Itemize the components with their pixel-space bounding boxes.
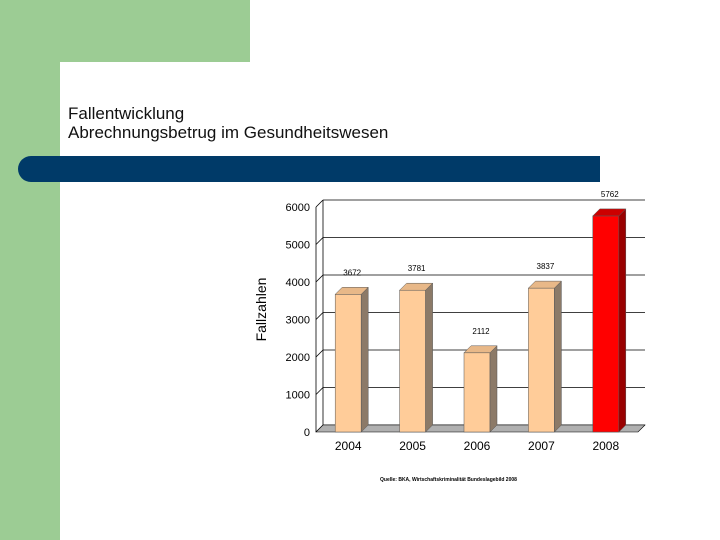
slide-title: Fallentwicklung Abrechnungsbetrug im Ges… xyxy=(68,104,388,142)
x-tick-label: 2007 xyxy=(528,439,555,453)
bar-side xyxy=(360,286,369,433)
source-note: Quelle: BKA, Wirtschaftskriminalität Bun… xyxy=(380,477,517,483)
bar xyxy=(592,215,620,433)
y-tick-label: 4000 xyxy=(286,277,310,289)
x-tick-label: 2005 xyxy=(399,439,426,453)
bar xyxy=(463,352,491,433)
data-label: 3672 xyxy=(343,268,361,277)
y-tick-label: 2000 xyxy=(286,352,310,364)
bar-side xyxy=(425,282,433,433)
bar-top xyxy=(334,287,369,295)
bar xyxy=(528,287,555,433)
gridline-depth xyxy=(315,349,324,358)
header-divider-bar xyxy=(18,156,600,182)
title-line-2: Abrechnungsbetrug im Gesundheitswesen xyxy=(68,123,389,142)
gridline-depth xyxy=(315,387,324,395)
y-axis-title: Fallzahlen xyxy=(253,278,269,342)
bar-top xyxy=(527,280,563,289)
bar-side xyxy=(489,345,498,433)
x-tick-label: 2004 xyxy=(335,439,362,453)
bar-top xyxy=(463,345,498,354)
bar xyxy=(334,294,362,433)
chart-svg: 0 1000 2000 3000 4000 5000 6000 Fallzahlen 3672 2… xyxy=(253,190,646,453)
y-tick-label: 1000 xyxy=(286,390,310,402)
bar-chart: 0 1000 2000 3000 4000 5000 6000 Fallzahlen 3672 2… xyxy=(240,182,660,482)
title-line-1: Fallentwicklung xyxy=(68,104,185,123)
x-tick-label: 2008 xyxy=(592,439,619,453)
y-tick-label: 0 xyxy=(304,427,310,439)
data-label: 5762 xyxy=(601,190,619,199)
bar-top xyxy=(592,208,627,217)
gridline-depth xyxy=(315,312,324,320)
gridline-depth xyxy=(315,274,324,283)
green-accent-side xyxy=(0,0,60,540)
gridline-depth xyxy=(315,199,324,208)
bar-side xyxy=(618,208,627,433)
data-label: 2112 xyxy=(472,327,490,336)
bar-side xyxy=(554,280,562,433)
data-label: 3781 xyxy=(408,264,426,273)
x-tick-label: 2006 xyxy=(464,439,491,453)
bar xyxy=(399,289,426,433)
y-tick-label: 3000 xyxy=(286,315,310,327)
y-tick-label: 6000 xyxy=(286,202,310,214)
data-label: 3837 xyxy=(537,262,555,271)
gridline-depth xyxy=(315,237,324,245)
y-tick-label: 5000 xyxy=(286,240,310,252)
bar-top xyxy=(398,282,434,291)
